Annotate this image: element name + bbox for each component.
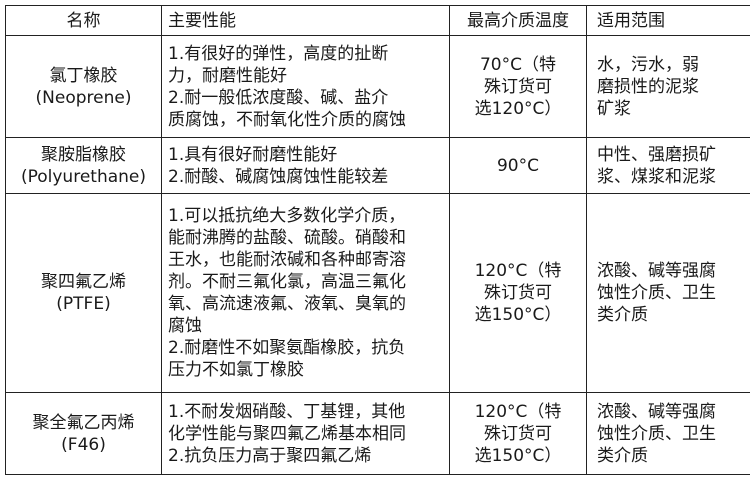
cell-performance: 1.不耐发烟硝酸、丁基锂，其他 化学性能与聚四氟乙烯基本相同 2.抗负压力高于聚…	[161, 392, 450, 475]
header-performance: 主要性能	[161, 5, 450, 36]
cell-performance: 1.具有很好耐磨性能好 2.耐酸、碱腐蚀腐蚀性能较差	[161, 137, 450, 194]
header-max-temp: 最高介质温度	[449, 5, 587, 36]
header-row: 名称 主要性能 最高介质温度 适用范围	[5, 5, 750, 36]
cell-name: 聚全氟乙丙烯 (F46)	[5, 392, 162, 475]
header-name: 名称	[5, 5, 162, 36]
cell-max-temp: 120°C（特 殊订货可 选150°C）	[449, 193, 587, 393]
cell-scope: 水，污水，弱 磨损性的泥浆 矿浆	[586, 35, 750, 138]
cell-name: 聚胺脂橡胶 (Polyurethane)	[5, 137, 162, 194]
table-row: 聚四氟乙烯 (PTFE) 1.可以抵抗绝大多数化学介质， 能耐沸腾的盐酸、硫酸。…	[5, 193, 750, 393]
cell-max-temp: 120°C（特 殊订货可 选150°C）	[449, 392, 587, 475]
table-row: 聚胺脂橡胶 (Polyurethane) 1.具有很好耐磨性能好 2.耐酸、碱腐…	[5, 137, 750, 194]
cell-max-temp: 70°C（特 殊订货可 选120°C）	[449, 35, 587, 138]
table-row: 聚全氟乙丙烯 (F46) 1.不耐发烟硝酸、丁基锂，其他 化学性能与聚四氟乙烯基…	[5, 392, 750, 475]
cell-max-temp: 90°C	[449, 137, 587, 194]
cell-name: 聚四氟乙烯 (PTFE)	[5, 193, 162, 393]
cell-performance: 1.有很好的弹性，高度的扯断 力，耐磨性能好 2.耐一般低浓度酸、碱、盐介 质腐…	[161, 35, 450, 138]
header-scope: 适用范围	[586, 5, 750, 36]
table-row: 氯丁橡胶 (Neoprene) 1.有很好的弹性，高度的扯断 力，耐磨性能好 2…	[5, 35, 750, 138]
cell-scope: 浓酸、碱等强腐 蚀性介质、卫生 类介质	[586, 193, 750, 393]
lining-material-table: 名称 主要性能 最高介质温度 适用范围 氯丁橡胶 (Neoprene) 1.有很…	[5, 5, 750, 475]
cell-name: 氯丁橡胶 (Neoprene)	[5, 35, 162, 138]
cell-performance: 1.可以抵抗绝大多数化学介质， 能耐沸腾的盐酸、硫酸。硝酸和 王水，也能耐浓碱和…	[161, 193, 450, 393]
cell-scope: 浓酸、碱等强腐 蚀性介质、卫生 类介质	[586, 392, 750, 475]
cell-scope: 中性、强磨损矿 浆、煤浆和泥浆	[586, 137, 750, 194]
